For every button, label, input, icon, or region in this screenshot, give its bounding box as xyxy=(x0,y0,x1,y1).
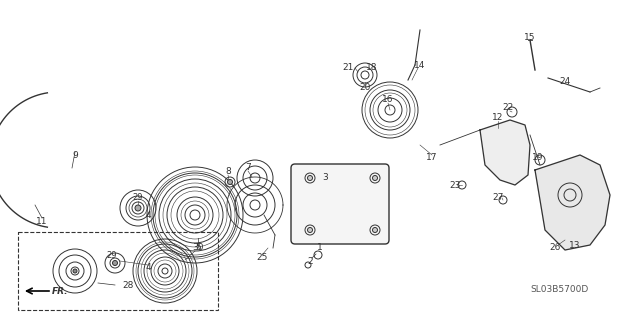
FancyBboxPatch shape xyxy=(291,164,389,244)
Text: FR.: FR. xyxy=(52,286,68,295)
Circle shape xyxy=(307,227,312,233)
Polygon shape xyxy=(535,155,610,250)
Text: 3: 3 xyxy=(322,174,328,182)
Text: 22: 22 xyxy=(502,103,514,113)
Text: 15: 15 xyxy=(524,33,536,42)
Text: 7: 7 xyxy=(245,164,251,173)
Text: 26: 26 xyxy=(549,243,561,253)
Circle shape xyxy=(372,227,378,233)
Text: 11: 11 xyxy=(36,218,48,226)
Text: 20: 20 xyxy=(359,84,371,93)
Text: 24: 24 xyxy=(559,78,571,86)
Text: 16: 16 xyxy=(382,95,394,105)
Text: 14: 14 xyxy=(414,61,426,70)
Text: 4: 4 xyxy=(145,211,151,219)
Text: 13: 13 xyxy=(569,241,580,249)
Text: 18: 18 xyxy=(366,63,378,72)
Circle shape xyxy=(135,205,141,211)
Text: 21: 21 xyxy=(342,63,354,72)
Text: 29: 29 xyxy=(107,250,117,259)
Circle shape xyxy=(307,175,312,181)
Circle shape xyxy=(372,175,378,181)
Text: 17: 17 xyxy=(426,153,438,162)
Polygon shape xyxy=(480,120,530,185)
Text: SL03B5700D: SL03B5700D xyxy=(530,286,588,294)
Text: 19: 19 xyxy=(532,153,544,162)
Text: 25: 25 xyxy=(256,254,268,263)
Bar xyxy=(18,232,218,310)
Text: 1: 1 xyxy=(317,243,323,253)
Circle shape xyxy=(113,261,118,265)
Text: 2: 2 xyxy=(307,256,313,265)
Text: 5: 5 xyxy=(195,243,201,253)
Text: 4: 4 xyxy=(145,263,151,272)
Text: 29: 29 xyxy=(132,194,143,203)
Circle shape xyxy=(73,269,77,273)
Circle shape xyxy=(227,180,232,184)
Text: 8: 8 xyxy=(225,167,231,176)
Text: 9: 9 xyxy=(72,151,78,160)
Text: 23: 23 xyxy=(449,181,461,189)
Text: 12: 12 xyxy=(492,114,504,122)
Text: 30: 30 xyxy=(192,243,204,253)
Text: 28: 28 xyxy=(122,280,134,290)
Text: 27: 27 xyxy=(492,194,504,203)
